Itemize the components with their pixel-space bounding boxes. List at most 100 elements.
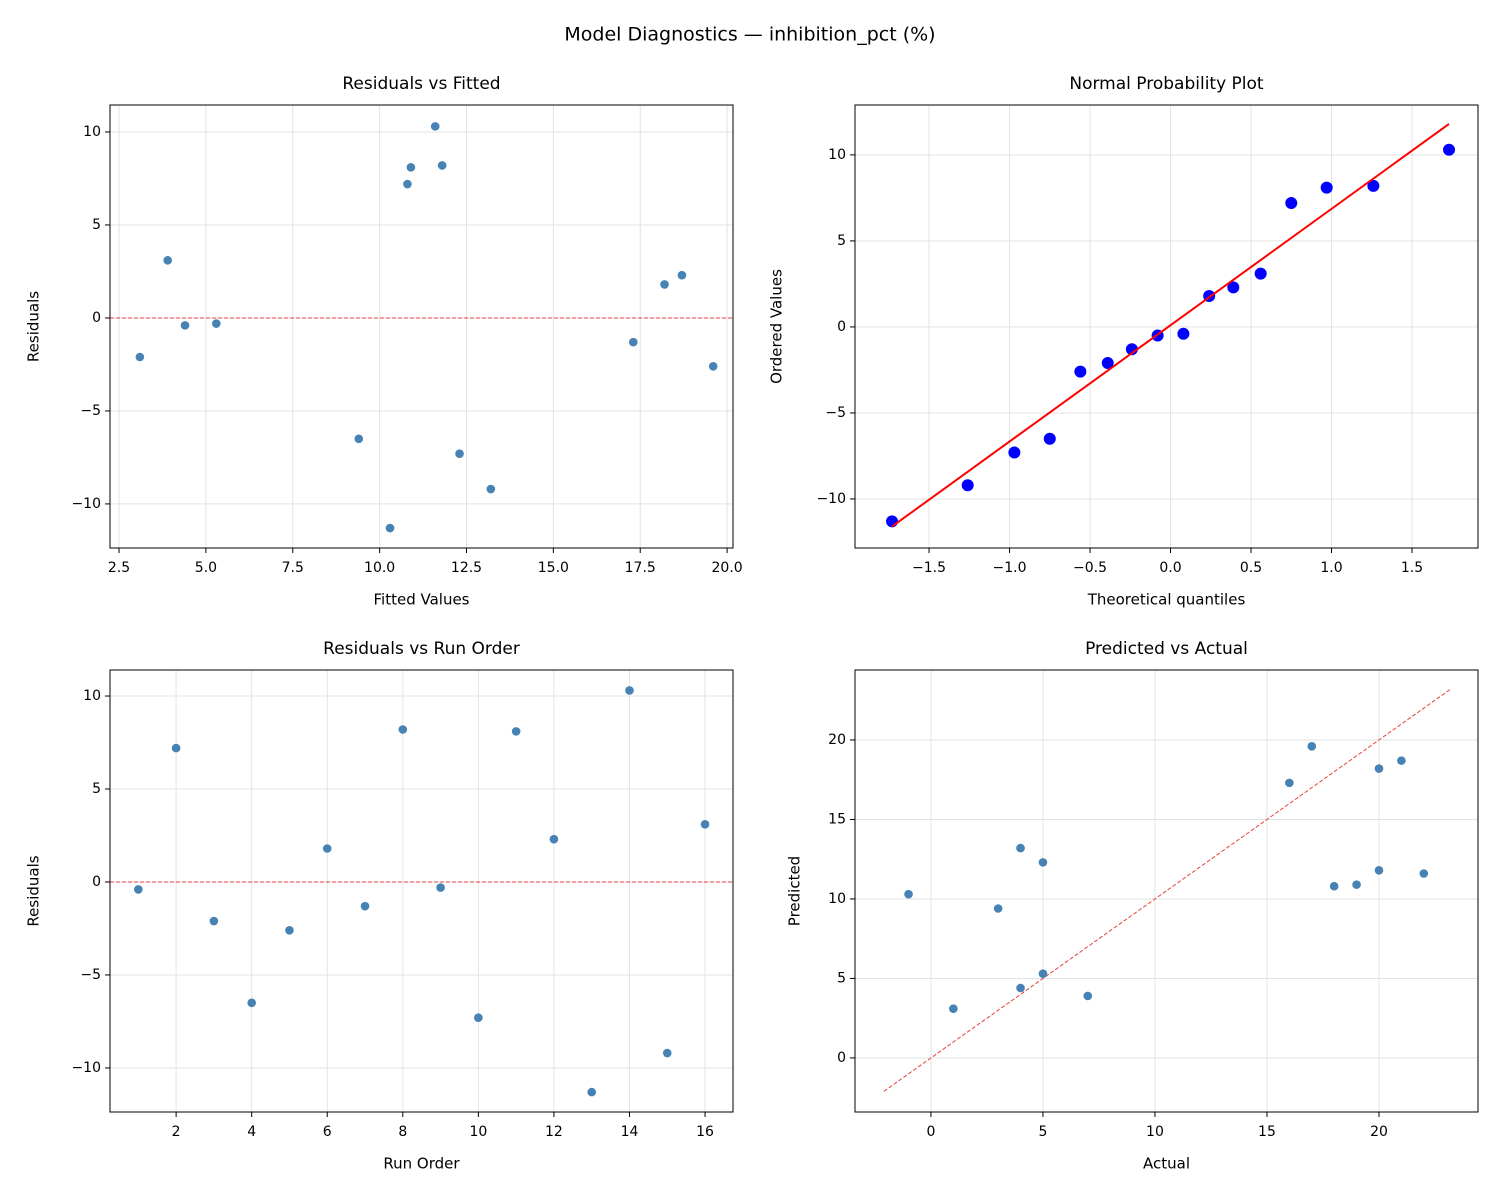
point: [993, 904, 1003, 913]
x-tick-label: 6: [323, 1124, 332, 1140]
x-tick-label: −1.5: [912, 560, 946, 576]
subplot: Predicted vs Actual Actual Predicted 0 5 10 15…: [786, 639, 1479, 1173]
point: [398, 725, 408, 734]
point: [1419, 869, 1429, 878]
point: [436, 883, 445, 892]
point: [1008, 446, 1021, 459]
x-tick-label: 12.5: [451, 560, 482, 576]
y-tick-label: 5: [837, 233, 846, 249]
x-tick-label: 1.5: [1401, 560, 1423, 576]
point: [660, 280, 669, 289]
point: [1101, 357, 1114, 370]
x-tick-label: 20.0: [712, 560, 743, 576]
point: [1320, 181, 1333, 194]
point: [1038, 858, 1048, 867]
point: [385, 523, 395, 533]
x-tick-label: 5.0: [195, 560, 217, 576]
x-tick-label: 10.0: [364, 560, 395, 576]
point: [163, 255, 172, 265]
axes-frame: [854, 669, 1479, 1113]
point: [360, 901, 370, 911]
point: [1374, 866, 1384, 875]
y-axis-label: Ordered Values: [768, 269, 786, 384]
point: [1443, 143, 1456, 156]
y-axis-label: Predicted: [786, 856, 804, 926]
y-tick-label: 10: [828, 147, 846, 163]
subplot-title: Normal Probability Plot: [1069, 74, 1264, 94]
x-tick-label: 16: [696, 1124, 714, 1140]
point: [135, 352, 145, 362]
point: [625, 686, 634, 695]
x-tick-label: 10: [469, 1124, 487, 1140]
point: [677, 270, 687, 280]
y-tick-label: 0: [92, 874, 101, 890]
x-tick-label: 2.5: [108, 560, 130, 576]
axes-frame: [854, 104, 1479, 549]
point: [904, 889, 913, 899]
point: [708, 361, 718, 371]
x-axis-label: Actual: [1143, 1155, 1190, 1173]
y-tick-label: 5: [92, 781, 101, 797]
point: [587, 1087, 597, 1097]
point: [474, 1013, 483, 1023]
subplot-title: Predicted vs Actual: [1085, 639, 1248, 659]
point: [549, 834, 559, 844]
point: [1016, 983, 1025, 993]
point: [1016, 843, 1025, 853]
y-tick-label: −5: [80, 403, 101, 419]
point: [1074, 365, 1087, 378]
point: [961, 479, 974, 492]
x-tick-label: 0.5: [1240, 560, 1262, 576]
axes-frame: [109, 104, 734, 549]
x-tick-label: 2: [172, 1124, 181, 1140]
x-tick-label: 0: [926, 1124, 935, 1140]
y-tick-label: 10: [83, 124, 101, 140]
y-tick-label: −5: [825, 405, 846, 421]
y-tick-label: 0: [837, 1050, 846, 1066]
x-tick-label: 14: [621, 1124, 639, 1140]
x-tick-label: 8: [398, 1124, 407, 1140]
y-tick-label: 0: [837, 319, 846, 335]
x-tick-label: 17.5: [625, 560, 656, 576]
point: [1374, 764, 1384, 773]
y-tick-label: 0: [92, 310, 101, 326]
y-axis-label: Residuals: [25, 855, 43, 926]
axes-frame: [109, 669, 734, 1113]
point: [511, 727, 521, 736]
point: [1285, 778, 1294, 788]
x-tick-label: 15.0: [538, 560, 569, 576]
point: [1352, 880, 1361, 889]
fit-line: [891, 123, 1450, 528]
point: [628, 337, 638, 347]
y-tick-label: −10: [71, 1060, 101, 1076]
point: [1038, 969, 1048, 978]
point: [430, 122, 440, 131]
point: [662, 1048, 672, 1058]
subplot: Residuals vs Run Order Run Order Residuals…: [25, 639, 734, 1173]
x-tick-label: 5: [1038, 1124, 1047, 1140]
x-axis-label: Theoretical quantiles: [1087, 591, 1246, 609]
subplot: Residuals vs Fitted Fitted Values Residual…: [25, 74, 743, 609]
point: [1227, 281, 1240, 294]
point: [1397, 756, 1406, 765]
x-tick-label: 0.0: [1159, 560, 1181, 576]
figure-title: Model Diagnostics — inhibition_pct (%): [564, 24, 935, 46]
point: [1307, 742, 1317, 751]
y-tick-label: 15: [828, 811, 846, 827]
y-axis-label: Residuals: [25, 291, 43, 362]
reference-line: [883, 688, 1451, 1092]
point: [1043, 432, 1056, 445]
point: [322, 844, 332, 853]
point: [403, 179, 412, 189]
x-tick-label: 20: [1370, 1124, 1388, 1140]
y-tick-label: 10: [828, 891, 846, 907]
x-axis-label: Run Order: [383, 1155, 460, 1173]
y-tick-label: −5: [80, 967, 101, 983]
y-tick-label: −10: [816, 491, 846, 507]
point: [209, 916, 219, 926]
point: [1125, 343, 1138, 356]
x-tick-label: 10: [1146, 1124, 1164, 1140]
x-tick-label: 7.5: [282, 560, 304, 576]
point: [1367, 179, 1380, 192]
